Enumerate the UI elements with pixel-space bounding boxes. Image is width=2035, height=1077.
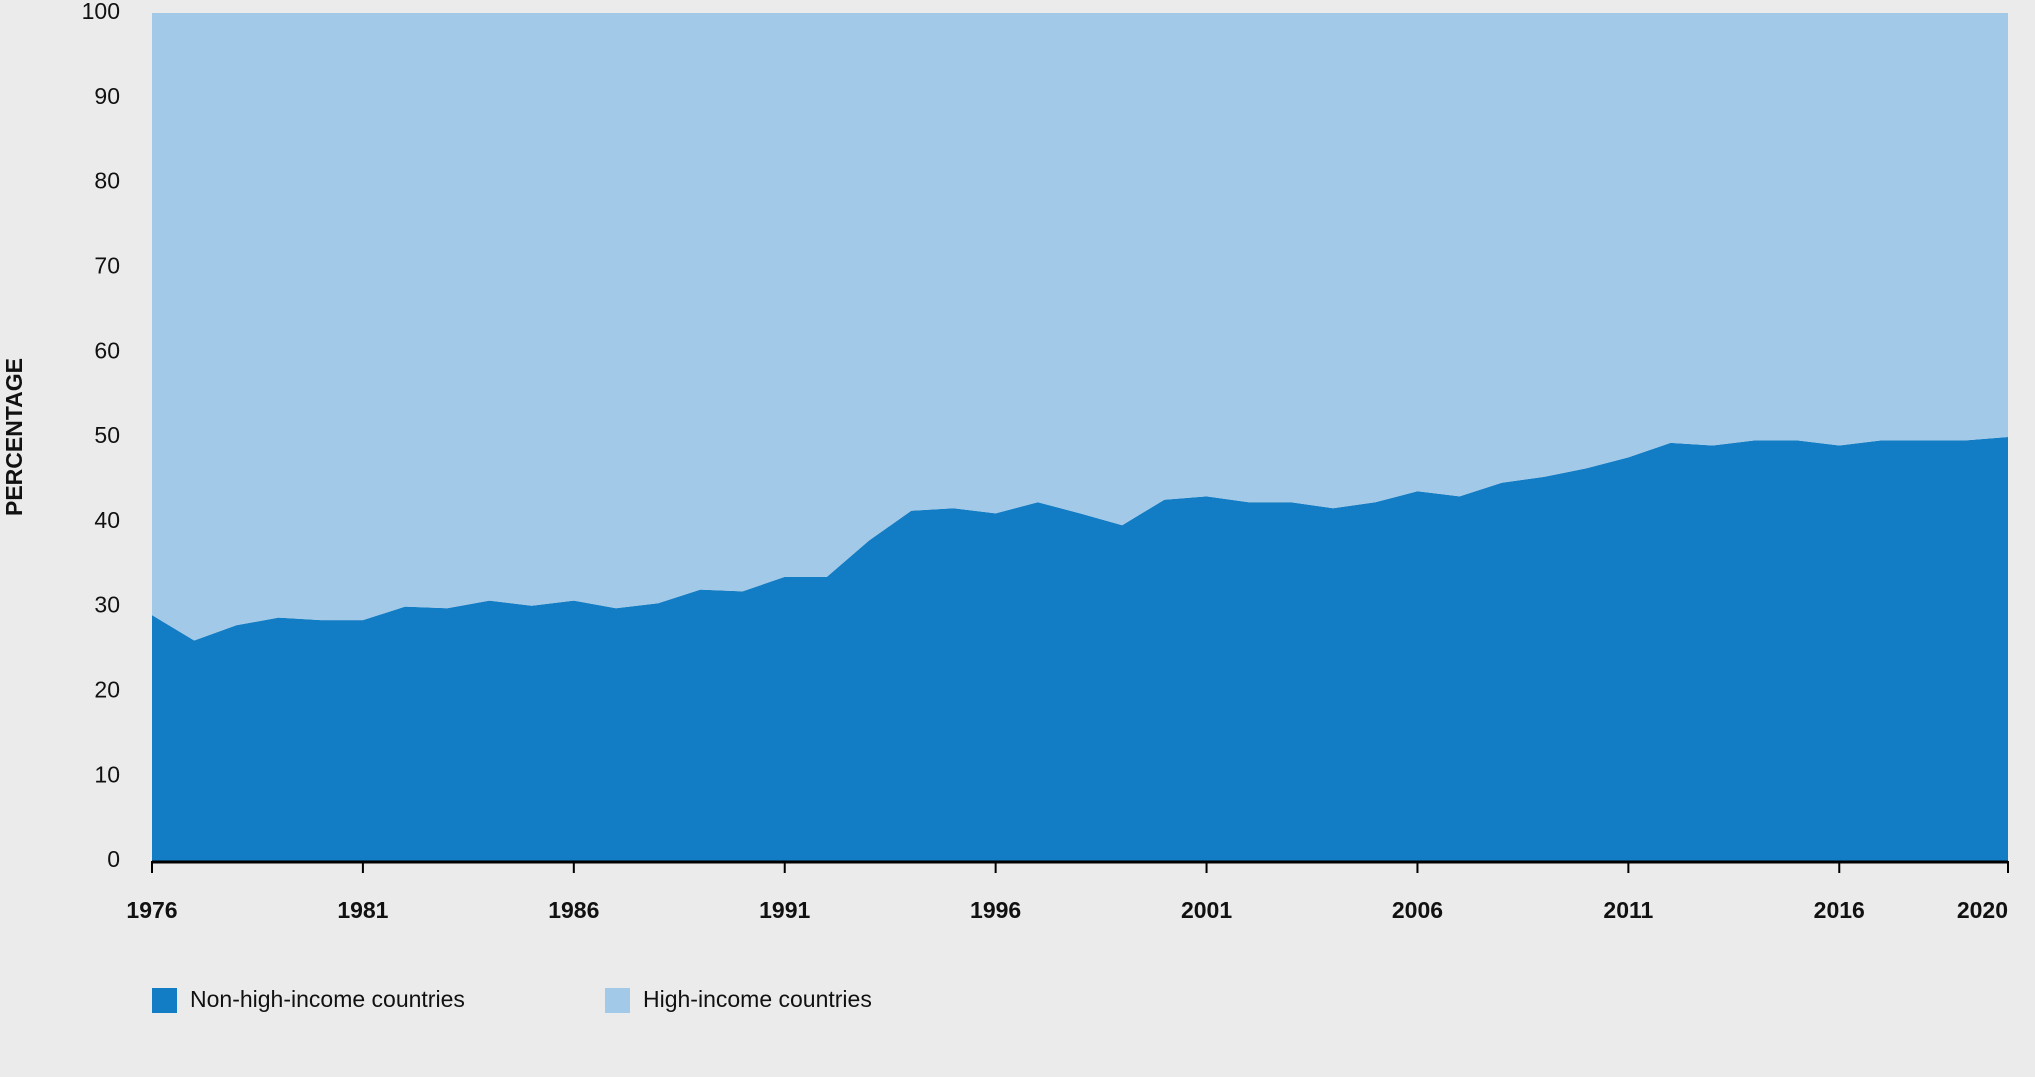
y-tick-label: 100 bbox=[82, 0, 120, 24]
y-tick-label: 20 bbox=[94, 676, 120, 702]
y-tick-label: 30 bbox=[94, 592, 120, 618]
y-tick-label: 70 bbox=[94, 252, 120, 278]
x-tick-label: 1986 bbox=[548, 897, 599, 923]
y-tick-label: 80 bbox=[94, 168, 120, 194]
y-axis-label: PERCENTAGE bbox=[1, 358, 27, 516]
legend-swatch bbox=[605, 988, 630, 1013]
area bbox=[152, 13, 2008, 641]
x-tick-label: 2020 bbox=[1957, 897, 2008, 923]
x-tick-label: 2006 bbox=[1392, 897, 1443, 923]
x-tick-label: 2016 bbox=[1814, 897, 1865, 923]
legend-label: Non-high-income countries bbox=[190, 986, 465, 1012]
x-tick-label: 2011 bbox=[1603, 897, 1653, 923]
x-tick-label: 1976 bbox=[126, 897, 177, 923]
x-tick-label: 2001 bbox=[1181, 897, 1232, 923]
x-tick-label: 1991 bbox=[759, 897, 810, 923]
legend-label: High-income countries bbox=[643, 986, 872, 1012]
y-tick-label: 10 bbox=[94, 761, 120, 787]
x-tick-label: 1996 bbox=[970, 897, 1021, 923]
y-tick-label: 0 bbox=[107, 846, 120, 872]
y-tick-label: 40 bbox=[94, 507, 120, 533]
y-tick-label: 60 bbox=[94, 337, 120, 363]
area bbox=[152, 437, 2008, 861]
legend-swatch bbox=[152, 988, 177, 1013]
x-tick-label: 1981 bbox=[337, 897, 388, 923]
y-tick-label: 90 bbox=[94, 83, 120, 109]
y-tick-label: 50 bbox=[94, 422, 120, 448]
